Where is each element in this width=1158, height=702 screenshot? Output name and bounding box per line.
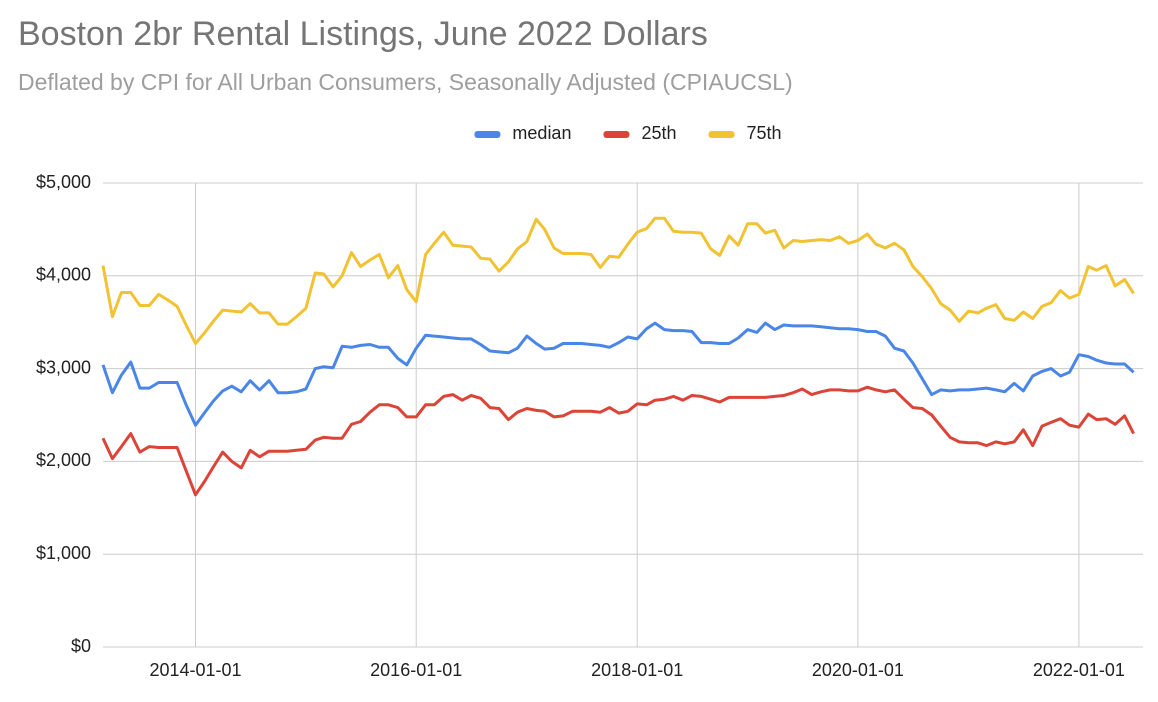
legend-label: 75th — [747, 123, 782, 143]
legend-swatch — [474, 131, 501, 138]
line-series — [101, 385, 1135, 497]
legend-label: median — [512, 123, 571, 143]
legend-label: 25th — [641, 123, 676, 143]
x-tick-label: 2016-01-01 — [370, 660, 462, 680]
x-tick-label: 2014-01-01 — [149, 660, 241, 680]
y-tick-label: $1,000 — [36, 543, 91, 563]
line-series — [101, 216, 1135, 345]
x-tick-label: 2022-01-01 — [1033, 660, 1125, 680]
y-tick-label: $4,000 — [36, 265, 91, 285]
chart-title: Boston 2br Rental Listings, June 2022 Do… — [18, 15, 708, 53]
chart-subtitle: Deflated by CPI for All Urban Consumers,… — [18, 69, 793, 95]
legend-swatch — [603, 131, 630, 138]
y-tick-label: $0 — [71, 636, 91, 656]
y-tick-label: $3,000 — [36, 357, 91, 377]
y-tick-label: $5,000 — [36, 172, 91, 192]
x-tick-label: 2018-01-01 — [591, 660, 683, 680]
x-tick-label: 2020-01-01 — [812, 660, 904, 680]
legend-swatch — [708, 131, 735, 138]
line-series — [101, 321, 1135, 427]
y-tick-label: $2,000 — [36, 450, 91, 470]
